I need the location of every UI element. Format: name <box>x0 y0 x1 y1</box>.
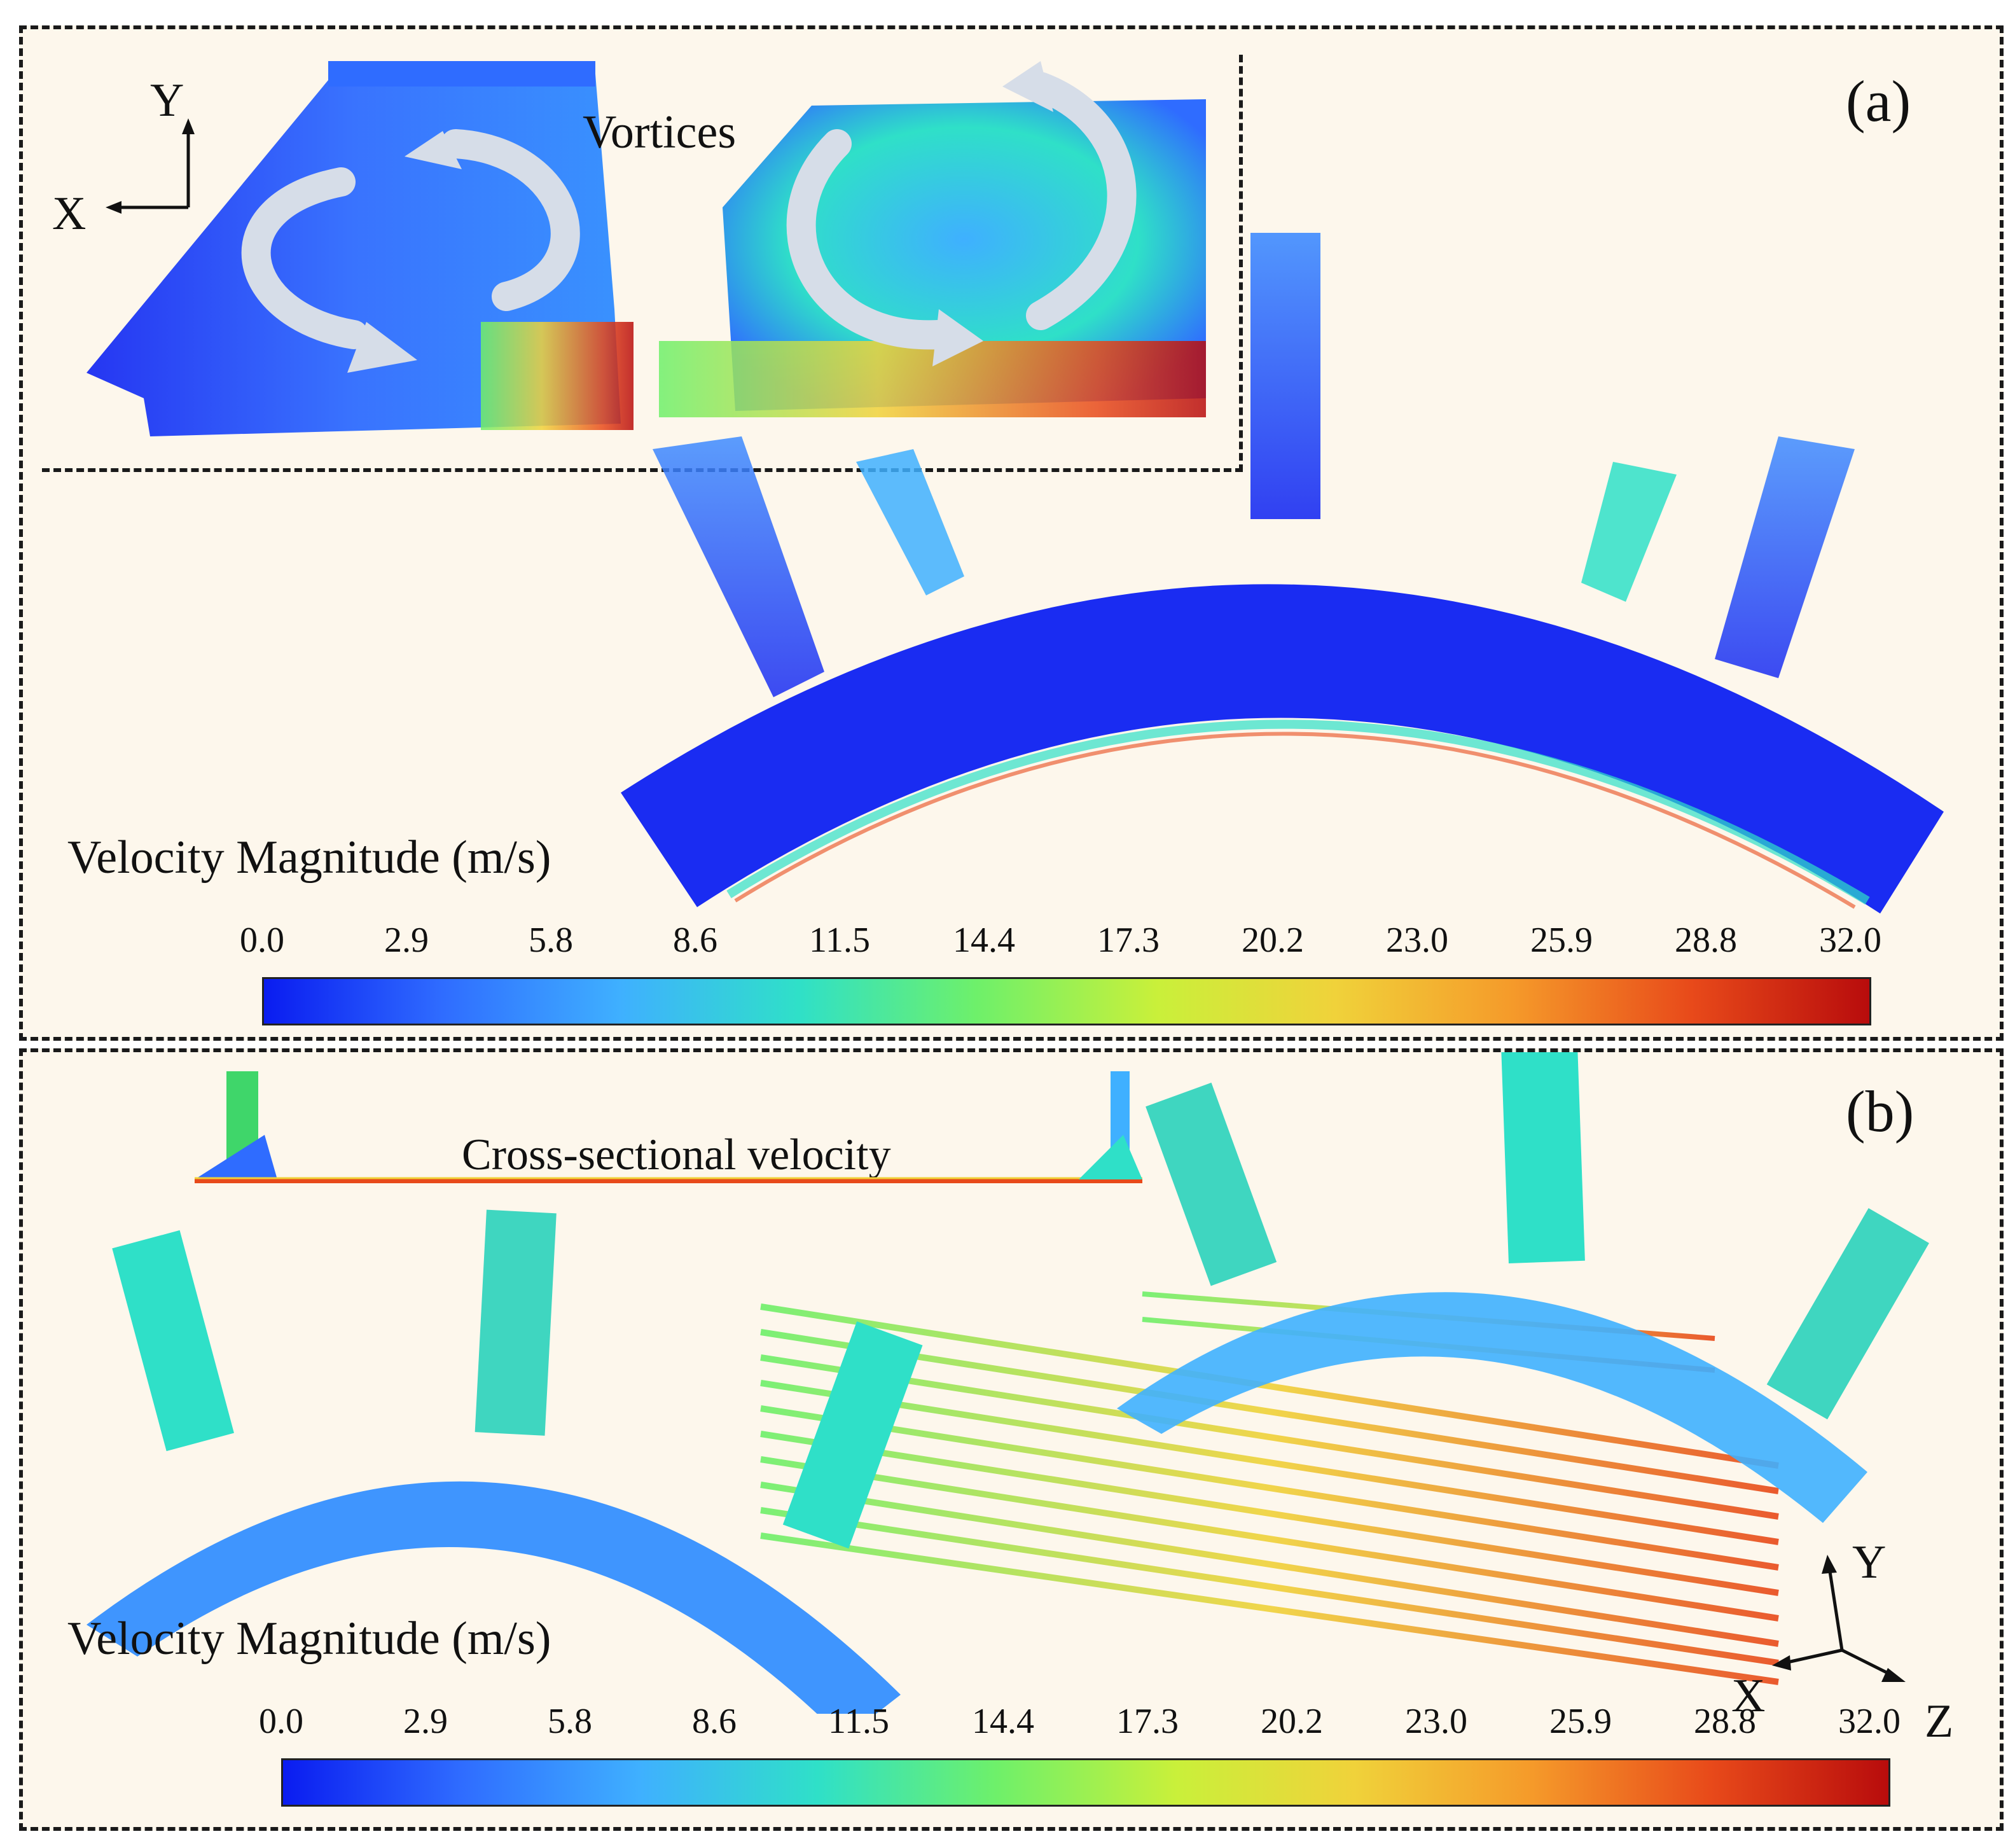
colorbar-a-tick: 20.2 <box>1242 921 1304 960</box>
colorbar-b-gradient <box>281 1758 1890 1807</box>
axis-y-label: Y <box>1852 1536 1887 1588</box>
ring-streamlines <box>621 233 1944 914</box>
colorbar-b-title: Velocity Magnitude (m/s) <box>67 1613 551 1665</box>
vortex-arrow-right-2-icon <box>1026 72 1137 330</box>
colorbar-b-tick: 20.2 <box>1261 1702 1323 1741</box>
colorbar-a-tick: 5.8 <box>529 921 573 960</box>
vortex-arrow-right-1-icon <box>786 129 953 350</box>
panel-a: (a) <box>19 25 2004 1041</box>
vortex-arrow-left-1-icon <box>241 167 368 349</box>
axis-y-label: Y <box>150 74 184 127</box>
colorbar-b-tick: 28.8 <box>1694 1702 1756 1741</box>
xyz-axis-indicator <box>1772 1555 1906 1682</box>
vortex-illustration <box>87 61 1206 436</box>
colorbar-b-tick: 0.0 <box>259 1702 303 1741</box>
colorbar-a-tick: 25.9 <box>1530 921 1593 960</box>
panel-b-label: (b) <box>1846 1079 1915 1144</box>
colorbar-b-tick: 11.5 <box>828 1702 889 1741</box>
ring-3d-view <box>87 1052 1929 1714</box>
colorbar-a-title: Velocity Magnitude (m/s) <box>67 831 551 884</box>
cross-section-label: Cross-sectional velocity <box>462 1130 891 1179</box>
axis-x-label: X <box>52 188 87 240</box>
vortex-arrow-left-2-icon <box>441 129 580 311</box>
colorbar-b-tick: 25.9 <box>1549 1702 1612 1741</box>
vortex-inset <box>42 55 1243 472</box>
panel-b: (b) Cross-sectional velocity <box>19 1048 2004 1831</box>
colorbar-b-tick: 32.0 <box>1838 1702 1901 1741</box>
colorbar-a-tick: 14.4 <box>953 921 1015 960</box>
colorbar-b-tick: 2.9 <box>403 1702 448 1741</box>
colorbar-a-tick: 0.0 <box>240 921 284 960</box>
colorbar-b-tick: 14.4 <box>972 1702 1034 1741</box>
colorbar-b: 0.0 2.9 5.8 8.6 11.5 14.4 17.3 20.2 23.0… <box>23 1052 2000 1827</box>
colorbar-b-tick: 17.3 <box>1116 1702 1179 1741</box>
cross-section-strip <box>195 1071 1142 1183</box>
colorbar-a-gradient <box>262 977 1871 1025</box>
colorbar-b-tick: 5.8 <box>548 1702 592 1741</box>
colorbar-a-tick: 23.0 <box>1386 921 1448 960</box>
colorbar-a-tick: 2.9 <box>384 921 429 960</box>
colorbar-a-tick: 28.8 <box>1675 921 1737 960</box>
colorbar-a-tick: 17.3 <box>1097 921 1160 960</box>
colorbar-a-tick: 8.6 <box>673 921 717 960</box>
colorbar-a-tick: 11.5 <box>809 921 870 960</box>
colorbar-b-tick: 23.0 <box>1405 1702 1467 1741</box>
colorbar-a: 0.0 2.9 5.8 8.6 11.5 14.4 17.3 20.2 23.0… <box>23 29 2000 1037</box>
xy-axis-indicator <box>106 118 195 214</box>
axis-x-label: X <box>1731 1670 1766 1722</box>
colorbar-a-tick: 32.0 <box>1819 921 1881 960</box>
panel-a-label: (a) <box>1846 69 1911 134</box>
vortices-label: Vortices <box>583 106 737 158</box>
colorbar-b-tick: 8.6 <box>692 1702 737 1741</box>
axis-z-label: Z <box>1925 1695 1954 1747</box>
